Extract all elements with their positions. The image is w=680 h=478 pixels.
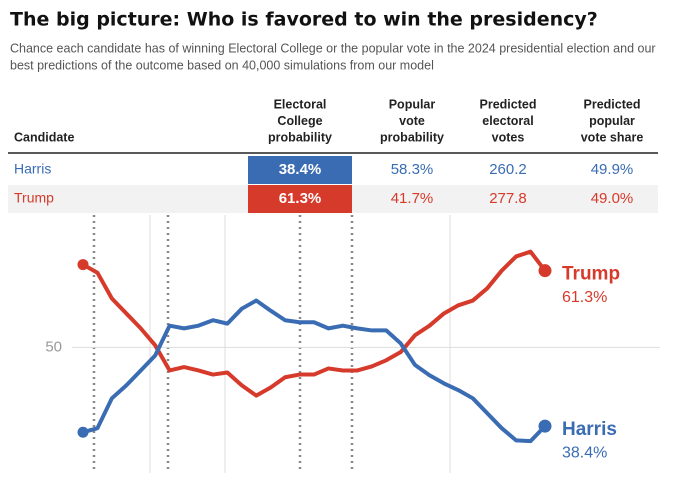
subtitle: best predictions of the outcome based on… — [10, 58, 434, 72]
series-line — [82, 249, 547, 398]
start-dot — [77, 426, 89, 438]
subtitle: Chance each candidate has of winning Ele… — [10, 41, 656, 55]
chart-decor — [149, 215, 451, 473]
column-header: vote — [399, 114, 425, 128]
candidate-name: Trump — [14, 190, 54, 206]
column-header: probability — [380, 130, 444, 144]
column-header: Predicted — [480, 97, 537, 111]
table-cell: 61.3% — [279, 190, 322, 207]
series-line — [82, 298, 547, 444]
column-header: Candidate — [14, 130, 74, 144]
column-header: College — [277, 114, 322, 128]
column-header: electoral — [482, 114, 533, 128]
column-header: probability — [268, 130, 332, 144]
series-name: Harris — [562, 419, 617, 440]
series-name: Trump — [562, 264, 620, 285]
start-dot — [77, 259, 89, 271]
column-header: Predicted — [584, 97, 641, 111]
table-cell: 49.0% — [591, 190, 634, 207]
table-cell: 277.8 — [489, 190, 527, 207]
table-cell: 38.4% — [279, 161, 322, 178]
column-header: Popular — [389, 97, 436, 111]
title: The big picture: Who is favored to win t… — [10, 9, 598, 31]
end-label: 38.4% — [562, 444, 607, 461]
event-lines — [92, 215, 354, 473]
candidate-name: Harris — [14, 161, 51, 177]
table-cell: 58.3% — [391, 161, 434, 178]
column-header: popular — [589, 114, 635, 128]
table-cell: 49.9% — [591, 161, 634, 178]
column-header: vote share — [581, 130, 644, 144]
y-tick-label: 50 — [45, 338, 62, 355]
table-cell: 41.7% — [391, 190, 434, 207]
ec-cell — [248, 156, 352, 184]
end-dot — [538, 419, 552, 433]
ec-cell — [248, 185, 352, 213]
table-cell: 260.2 — [489, 161, 527, 178]
end-dot — [538, 264, 552, 278]
column-header: votes — [492, 130, 525, 144]
column-header: Electoral — [274, 97, 327, 111]
end-label: 61.3% — [562, 289, 607, 306]
